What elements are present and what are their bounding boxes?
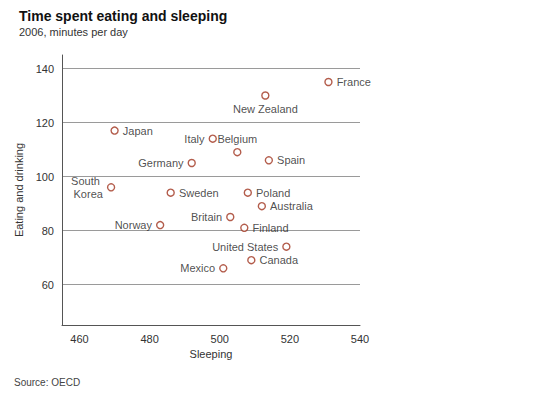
svg-text:Canada: Canada bbox=[260, 254, 299, 266]
svg-text:Australia: Australia bbox=[270, 200, 314, 212]
svg-text:460: 460 bbox=[70, 333, 88, 345]
svg-text:Britain: Britain bbox=[191, 211, 222, 223]
svg-text:United States: United States bbox=[212, 241, 279, 253]
svg-text:Italy: Italy bbox=[184, 133, 205, 145]
svg-text:140: 140 bbox=[36, 63, 54, 75]
svg-text:Norway: Norway bbox=[115, 219, 153, 231]
svg-text:France: France bbox=[337, 76, 371, 88]
svg-text:540: 540 bbox=[351, 333, 369, 345]
svg-text:Korea: Korea bbox=[74, 188, 104, 200]
svg-text:Eating and drinking: Eating and drinking bbox=[13, 143, 25, 237]
svg-text:520: 520 bbox=[281, 333, 299, 345]
svg-text:Finland: Finland bbox=[253, 222, 289, 234]
svg-text:100: 100 bbox=[36, 171, 54, 183]
svg-text:Germany: Germany bbox=[138, 157, 184, 169]
svg-text:Time spent eating and sleeping: Time spent eating and sleeping bbox=[19, 8, 227, 24]
svg-text:Sweden: Sweden bbox=[179, 187, 219, 199]
svg-text:120: 120 bbox=[36, 117, 54, 129]
svg-text:2006, minutes per day: 2006, minutes per day bbox=[19, 26, 128, 38]
svg-text:Belgium: Belgium bbox=[217, 133, 257, 145]
svg-text:Poland: Poland bbox=[256, 187, 290, 199]
svg-text:480: 480 bbox=[140, 333, 158, 345]
svg-text:Sleeping: Sleeping bbox=[190, 348, 233, 360]
svg-text:South: South bbox=[71, 175, 103, 187]
svg-text:60: 60 bbox=[42, 279, 54, 291]
svg-text:500: 500 bbox=[211, 333, 229, 345]
svg-text:80: 80 bbox=[42, 225, 54, 237]
svg-text:New Zealand: New Zealand bbox=[233, 103, 298, 115]
svg-text:Mexico: Mexico bbox=[180, 262, 215, 274]
svg-text:Spain: Spain bbox=[277, 154, 305, 166]
svg-text:Source: OECD: Source: OECD bbox=[14, 377, 80, 388]
svg-text:Japan: Japan bbox=[123, 125, 153, 137]
